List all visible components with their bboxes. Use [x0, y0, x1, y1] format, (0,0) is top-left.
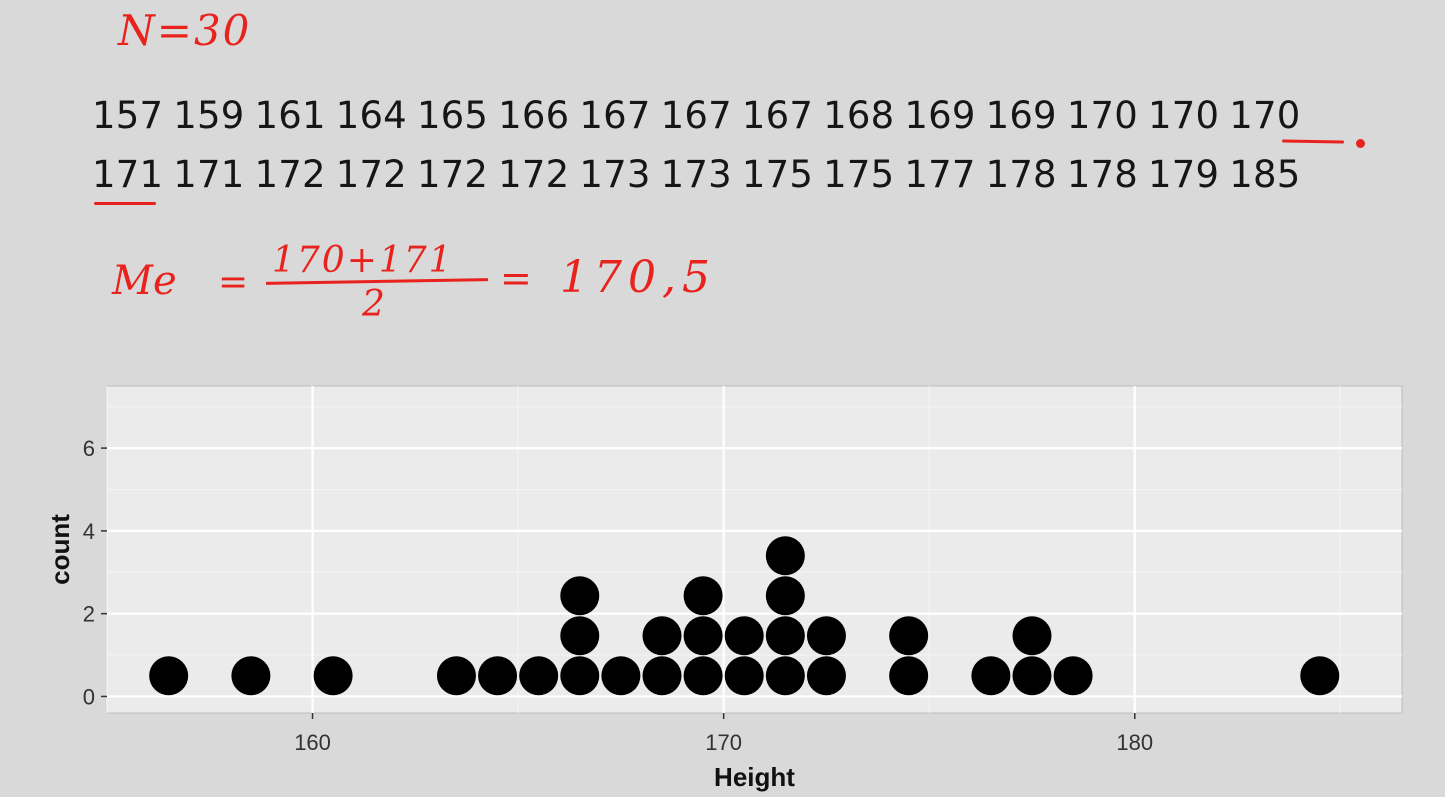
height-value: 166 [498, 94, 570, 137]
x-tick-label: 170 [705, 730, 742, 755]
median-denominator: 2 [362, 284, 385, 325]
height-value: 164 [335, 94, 407, 137]
data-dot [1053, 656, 1093, 696]
height-value: 170 [1066, 94, 1139, 137]
data-dot [478, 656, 518, 696]
median-equals-sign: = [218, 262, 249, 303]
sample-size-annotation: N=30 [118, 6, 252, 55]
height-value: 171 [173, 153, 245, 196]
data-dot [889, 616, 929, 656]
data-dot [724, 616, 764, 656]
height-value: 175 [823, 153, 895, 196]
result-equals-sign: = [500, 256, 532, 300]
x-axis-title: Height [714, 762, 795, 792]
height-value: 172 [254, 153, 326, 196]
height-value: 157 [92, 94, 164, 137]
data-dot [560, 576, 600, 616]
height-value: 170 [1229, 94, 1301, 137]
height-value: 167 [741, 94, 814, 137]
height-value: 172 [416, 153, 489, 196]
data-dot [231, 656, 271, 696]
height-value: 185 [1229, 153, 1301, 196]
data-dot [642, 656, 682, 696]
height-value: 165 [416, 94, 489, 137]
data-dot [642, 616, 682, 656]
data-dot [806, 616, 846, 656]
data-dot [560, 656, 600, 696]
data-dot [889, 656, 929, 696]
height-value: 169 [904, 94, 976, 137]
data-dot [765, 576, 805, 616]
data-dot [601, 656, 641, 696]
data-dot [683, 576, 723, 616]
y-tick-label: 0 [83, 684, 95, 709]
height-value: 172 [498, 153, 570, 196]
x-tick-label: 160 [294, 730, 331, 755]
annotation-dot [1356, 139, 1365, 148]
y-axis-title: count [45, 514, 75, 585]
data-dot [806, 656, 846, 696]
height-value: 170 [1148, 94, 1220, 137]
data-dot [436, 656, 476, 696]
data-dot [149, 656, 189, 696]
height-value: 173 [579, 153, 651, 196]
data-dot [1012, 656, 1052, 696]
height-value: 175 [741, 153, 814, 196]
height-value: 159 [173, 94, 245, 137]
sorted-values-row-1: 157 159 161 164 165 166 167 167 167 168 169 169 170 1… [92, 94, 1311, 137]
median-right-underline [94, 202, 156, 205]
data-dot [765, 616, 805, 656]
data-dot [519, 656, 559, 696]
median-numerator: 170+171 [272, 240, 454, 281]
x-tick-label: 180 [1116, 730, 1153, 755]
median-result: 170,5 [560, 252, 716, 303]
height-value: 167 [579, 94, 651, 137]
data-dot [560, 616, 600, 656]
data-dot [971, 656, 1011, 696]
height-value: 171 [92, 153, 164, 196]
height-value: 161 [254, 94, 326, 137]
data-dot [724, 656, 764, 696]
data-dot [683, 656, 723, 696]
y-tick-label: 2 [83, 602, 95, 627]
data-dot [765, 656, 805, 696]
plot-panel [106, 385, 1403, 714]
median-symbol: Me [112, 258, 177, 304]
height-value: 168 [823, 94, 895, 137]
height-value: 167 [660, 94, 732, 137]
data-dot [683, 616, 723, 656]
height-value: 178 [985, 153, 1057, 196]
sorted-values-row-2: 171 171 172 172 172 172 173 173 175 175 177 178 178 1… [92, 153, 1311, 196]
data-dot [313, 656, 353, 696]
y-tick-label: 4 [83, 519, 95, 544]
height-value: 177 [904, 153, 976, 196]
height-value: 178 [1066, 153, 1139, 196]
height-value: 169 [985, 94, 1057, 137]
y-tick-label: 6 [83, 436, 95, 461]
height-value: 179 [1148, 153, 1220, 196]
data-dot [765, 536, 805, 576]
data-dot [1300, 656, 1340, 696]
height-value: 173 [660, 153, 732, 196]
height-value: 172 [335, 153, 407, 196]
data-dot [1012, 616, 1052, 656]
